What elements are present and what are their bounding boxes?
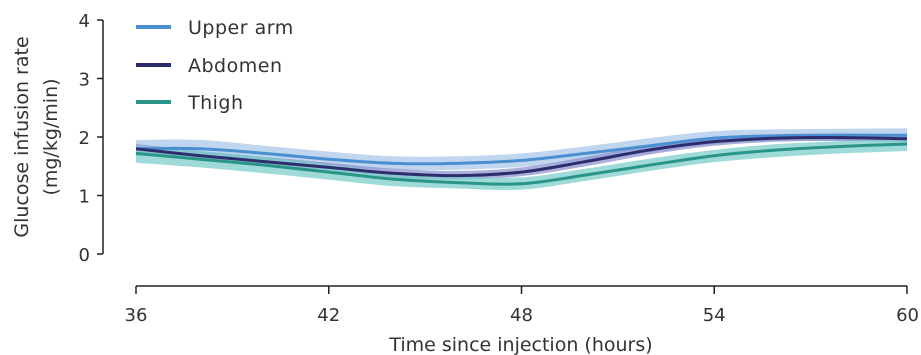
x-tick-label: 42 xyxy=(317,305,340,326)
x-ticks: 36 42 48 54 60 xyxy=(125,286,919,326)
x-axis-label: Time since injection (hours) xyxy=(388,334,652,355)
legend-label-upper-arm: Upper arm xyxy=(188,17,294,39)
y-axis-label: Glucose infusion rate xyxy=(11,36,33,237)
y-tick-label: 4 xyxy=(79,11,90,32)
x-tick-label: 60 xyxy=(896,305,919,326)
y-tick-label: 1 xyxy=(79,187,90,208)
line-upper-arm xyxy=(135,133,908,166)
x-axis: 36 42 48 54 60 xyxy=(125,285,919,326)
legend-label-thigh: Thigh xyxy=(187,92,244,114)
series-lines xyxy=(135,133,908,186)
x-tick-label: 54 xyxy=(703,305,726,326)
line-abdomen xyxy=(135,136,908,178)
legend: Upper arm Abdomen Thigh xyxy=(136,17,294,114)
line-thigh xyxy=(135,142,908,186)
x-tick-label: 48 xyxy=(510,305,533,326)
legend-label-abdomen: Abdomen xyxy=(188,55,282,77)
y-tick-label: 3 xyxy=(79,70,90,91)
y-tick-label: 0 xyxy=(79,245,90,266)
y-tick-label: 2 xyxy=(79,128,90,149)
y-ticks: 0 1 2 3 4 xyxy=(79,11,103,266)
x-tick-label: 36 xyxy=(125,305,148,326)
y-axis-units: (mg/kg/min) xyxy=(40,78,62,195)
band-thigh xyxy=(136,138,907,191)
y-axis: 0 1 2 3 4 xyxy=(79,11,104,266)
